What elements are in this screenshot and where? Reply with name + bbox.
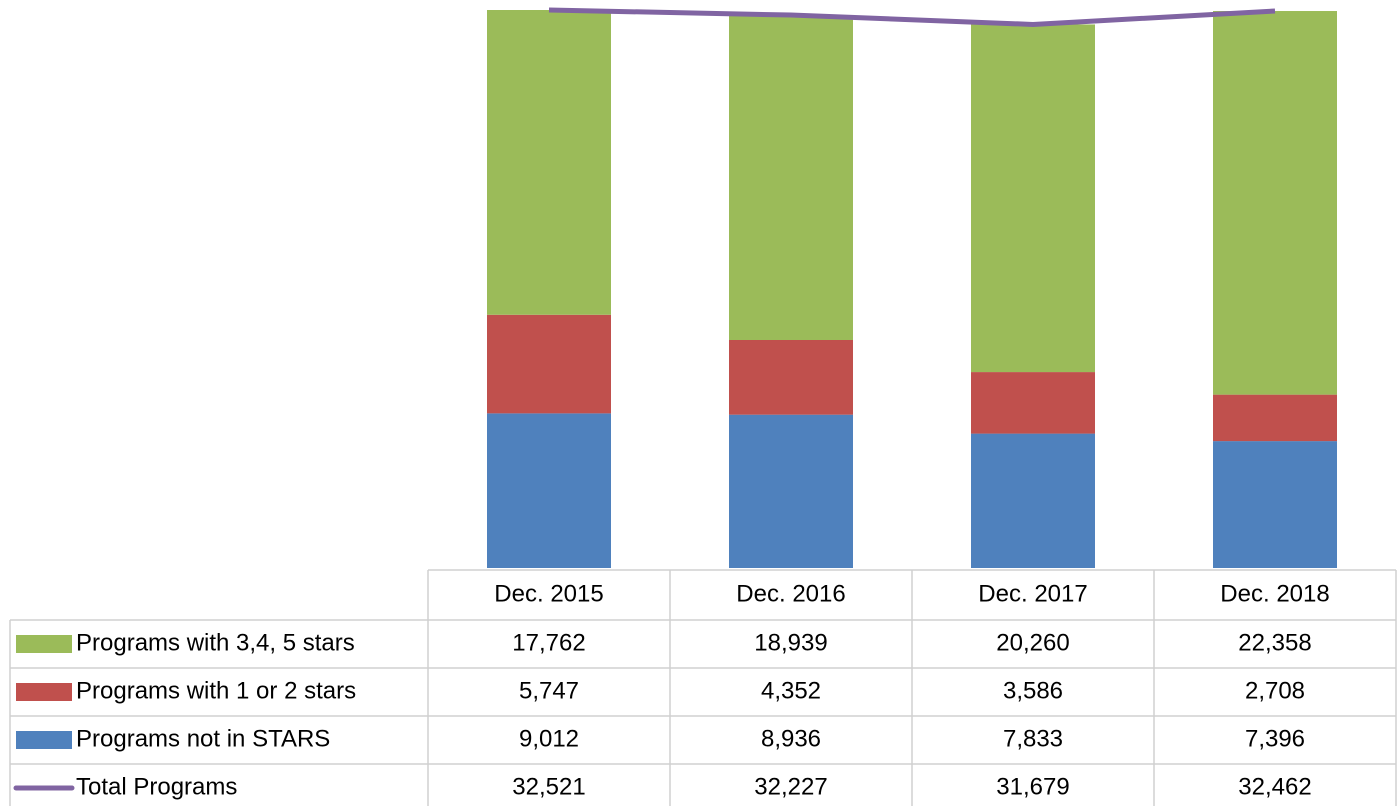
table-value: 20,260 bbox=[996, 629, 1069, 656]
legend-label: Programs with 3,4, 5 stars bbox=[76, 629, 355, 656]
legend-key bbox=[16, 731, 72, 749]
legend-label: Total Programs bbox=[76, 773, 237, 800]
table-value: 5,747 bbox=[519, 677, 579, 704]
legend-key bbox=[16, 683, 72, 701]
table-value: 22,358 bbox=[1238, 629, 1311, 656]
bar bbox=[729, 340, 853, 415]
bar bbox=[1213, 441, 1337, 568]
bar bbox=[487, 314, 611, 414]
table-value: 18,939 bbox=[754, 629, 827, 656]
table-value: 32,521 bbox=[512, 773, 585, 800]
table-header: Dec. 2017 bbox=[978, 580, 1087, 607]
table-value: 4,352 bbox=[761, 677, 821, 704]
legend-key bbox=[16, 635, 72, 653]
table-value: 31,679 bbox=[996, 773, 1069, 800]
table-header: Dec. 2015 bbox=[494, 580, 603, 607]
bar bbox=[971, 433, 1095, 568]
bar bbox=[729, 414, 853, 568]
table-value: 17,762 bbox=[512, 629, 585, 656]
table-value: 2,708 bbox=[1245, 677, 1305, 704]
bar bbox=[1213, 11, 1337, 395]
bar bbox=[971, 372, 1095, 434]
table-value: 9,012 bbox=[519, 725, 579, 752]
bar bbox=[487, 10, 611, 315]
table-value: 32,462 bbox=[1238, 773, 1311, 800]
table-value: 7,833 bbox=[1003, 725, 1063, 752]
table-value: 7,396 bbox=[1245, 725, 1305, 752]
table-value: 3,586 bbox=[1003, 677, 1063, 704]
bar bbox=[1213, 394, 1337, 442]
table-header: Dec. 2016 bbox=[736, 580, 845, 607]
table-value: 8,936 bbox=[761, 725, 821, 752]
table-header: Dec. 2018 bbox=[1220, 580, 1329, 607]
legend-label: Programs with 1 or 2 stars bbox=[76, 677, 356, 704]
bar bbox=[487, 413, 611, 568]
table-value: 32,227 bbox=[754, 773, 827, 800]
line bbox=[548, 7, 1276, 27]
bar bbox=[971, 24, 1095, 373]
bar bbox=[729, 15, 853, 341]
legend-label: Programs not in STARS bbox=[76, 725, 330, 752]
